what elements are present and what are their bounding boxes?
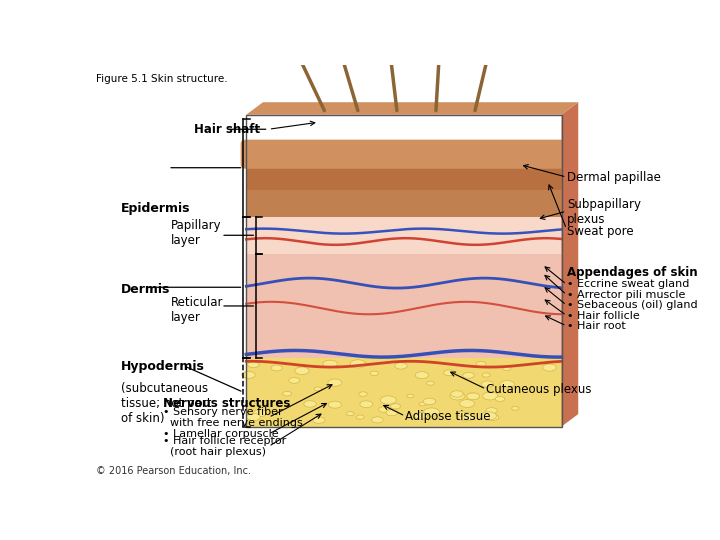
Ellipse shape [289,377,300,383]
Ellipse shape [457,411,466,416]
Text: Hypodermis: Hypodermis [121,360,204,373]
Ellipse shape [346,411,354,416]
Text: • Eccrine sweat gland: • Eccrine sweat gland [567,279,690,289]
Ellipse shape [481,381,493,387]
Ellipse shape [253,409,267,417]
Text: • Hair follicle receptor
  (root hair plexus): • Hair follicle receptor (root hair plex… [163,436,286,457]
Text: Subpapillary
plexus: Subpapillary plexus [567,198,641,226]
Ellipse shape [390,404,400,409]
Ellipse shape [379,407,390,412]
Ellipse shape [486,408,498,414]
Ellipse shape [487,414,499,421]
Ellipse shape [359,392,367,396]
Ellipse shape [463,373,474,378]
Ellipse shape [423,408,439,416]
Ellipse shape [312,417,325,423]
Ellipse shape [271,365,282,371]
Ellipse shape [481,411,497,420]
Text: Nervous structures: Nervous structures [163,397,290,410]
Ellipse shape [482,392,498,400]
Ellipse shape [283,392,292,396]
Ellipse shape [323,360,337,368]
Ellipse shape [328,379,342,386]
Ellipse shape [543,364,557,371]
Text: Hair shaft: Hair shaft [194,123,260,136]
Ellipse shape [495,396,505,402]
Polygon shape [246,102,578,114]
Text: • Hair follicle: • Hair follicle [567,310,640,321]
Text: Dermis: Dermis [121,283,170,296]
Ellipse shape [360,401,373,408]
Text: Cutaneous plexus: Cutaneous plexus [486,383,592,396]
Bar [246,358,562,427]
Ellipse shape [248,362,259,368]
Text: Dermal papillae: Dermal papillae [567,171,661,184]
Ellipse shape [422,412,429,416]
Ellipse shape [482,373,490,377]
Ellipse shape [242,372,256,379]
Ellipse shape [304,401,316,407]
Ellipse shape [423,398,436,405]
Text: Adipose tissue: Adipose tissue [405,410,491,423]
Bar [246,217,562,254]
Text: Sweat pore: Sweat pore [567,225,634,238]
Ellipse shape [503,366,510,370]
Text: Reticular
layer: Reticular layer [171,296,223,324]
Ellipse shape [395,362,408,369]
Bar [246,165,562,190]
Ellipse shape [458,413,474,421]
Ellipse shape [467,393,477,398]
Ellipse shape [467,393,480,400]
Ellipse shape [386,410,397,416]
Text: (subcutaneous
tissue; not part
of skin): (subcutaneous tissue; not part of skin) [121,382,211,425]
Ellipse shape [370,371,379,375]
Ellipse shape [427,381,434,385]
Text: • Sensory nerve fiber
  with free nerve endings: • Sensory nerve fiber with free nerve en… [163,407,302,428]
Ellipse shape [459,400,474,408]
Ellipse shape [415,372,428,379]
Bar [246,190,562,217]
Ellipse shape [450,392,465,400]
Text: • Lamellar corpuscle: • Lamellar corpuscle [163,429,278,439]
Ellipse shape [414,413,428,420]
FancyBboxPatch shape [240,140,567,168]
Bar [246,254,562,358]
Ellipse shape [419,402,426,406]
Ellipse shape [356,415,364,419]
Ellipse shape [314,387,322,391]
Bar [246,114,562,427]
Ellipse shape [246,413,261,421]
Ellipse shape [328,401,341,408]
Ellipse shape [350,360,366,368]
Text: © 2016 Pearson Education, Inc.: © 2016 Pearson Education, Inc. [96,467,251,476]
Polygon shape [562,102,578,427]
Ellipse shape [512,407,519,410]
Text: • Sebaceous (oil) gland: • Sebaceous (oil) gland [567,300,698,310]
Text: Appendages of skin: Appendages of skin [567,266,698,279]
Ellipse shape [444,370,455,376]
Ellipse shape [407,394,414,398]
Text: Figure 5.1 Skin structure.: Figure 5.1 Skin structure. [96,74,228,84]
Text: • Hair root: • Hair root [567,321,626,331]
Ellipse shape [451,391,463,397]
Ellipse shape [476,361,486,367]
Ellipse shape [500,381,514,388]
Text: Epidermis: Epidermis [121,202,190,215]
Ellipse shape [294,367,309,374]
Ellipse shape [380,396,396,404]
Ellipse shape [372,417,383,423]
Text: • Arrector pili muscle: • Arrector pili muscle [567,290,685,300]
Text: Papillary
layer: Papillary layer [171,219,222,247]
